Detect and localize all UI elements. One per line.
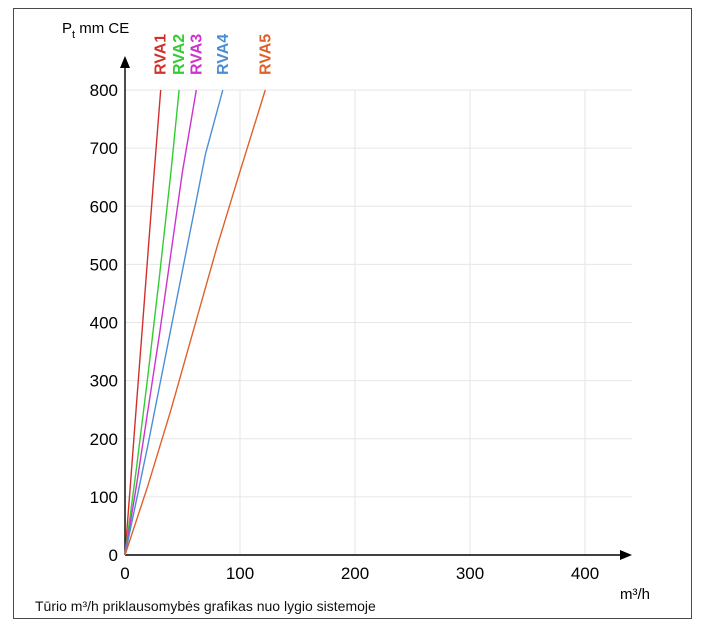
y-tick-label: 0 xyxy=(109,546,118,565)
y-axis-label-rest: mm CE xyxy=(75,20,129,37)
series-line xyxy=(124,89,180,556)
y-tick-label: 600 xyxy=(90,197,118,216)
ticks: 0 100 200 300 400 500 600 700 800 0 100 200 300 400 xyxy=(90,81,600,583)
series-line xyxy=(124,89,266,556)
axes xyxy=(120,56,632,560)
chart-caption: Tūrio m³/h priklausomybės grafikas nuo l… xyxy=(35,598,376,614)
y-tick-label: 100 xyxy=(90,488,118,507)
x-tick-label: 200 xyxy=(341,564,369,583)
y-tick-label: 400 xyxy=(90,314,118,333)
x-tick-label: 100 xyxy=(226,564,254,583)
series-label: RVA4 xyxy=(215,34,232,75)
y-axis-label: Pt mm CE xyxy=(62,20,129,41)
y-axis-arrow-icon xyxy=(120,56,130,68)
series-label: RVA3 xyxy=(188,34,205,75)
y-tick-label: 200 xyxy=(90,430,118,449)
x-tick-label: 400 xyxy=(571,564,599,583)
series-label: RVA2 xyxy=(171,34,188,75)
chart-frame xyxy=(13,8,692,619)
x-tick-label: 300 xyxy=(456,564,484,583)
grid xyxy=(125,89,632,555)
series-line xyxy=(124,89,197,556)
series xyxy=(124,89,266,556)
series-line xyxy=(124,89,224,556)
y-tick-label: 300 xyxy=(90,372,118,391)
y-tick-label: 700 xyxy=(90,139,118,158)
series-labels: RVA1 RVA2 RVA3 RVA4 RVA5 xyxy=(153,34,275,75)
x-axis-arrow-icon xyxy=(620,550,632,560)
y-tick-label: 500 xyxy=(90,255,118,274)
x-tick-label: 0 xyxy=(120,564,129,583)
y-axis-label-main: P xyxy=(62,20,72,37)
x-axis-label: m³/h xyxy=(620,586,650,603)
y-axis-label-sub: t xyxy=(72,29,75,41)
series-label: RVA1 xyxy=(153,34,170,75)
y-tick-label: 800 xyxy=(90,81,118,100)
series-line xyxy=(124,89,162,556)
series-label: RVA5 xyxy=(257,34,274,75)
